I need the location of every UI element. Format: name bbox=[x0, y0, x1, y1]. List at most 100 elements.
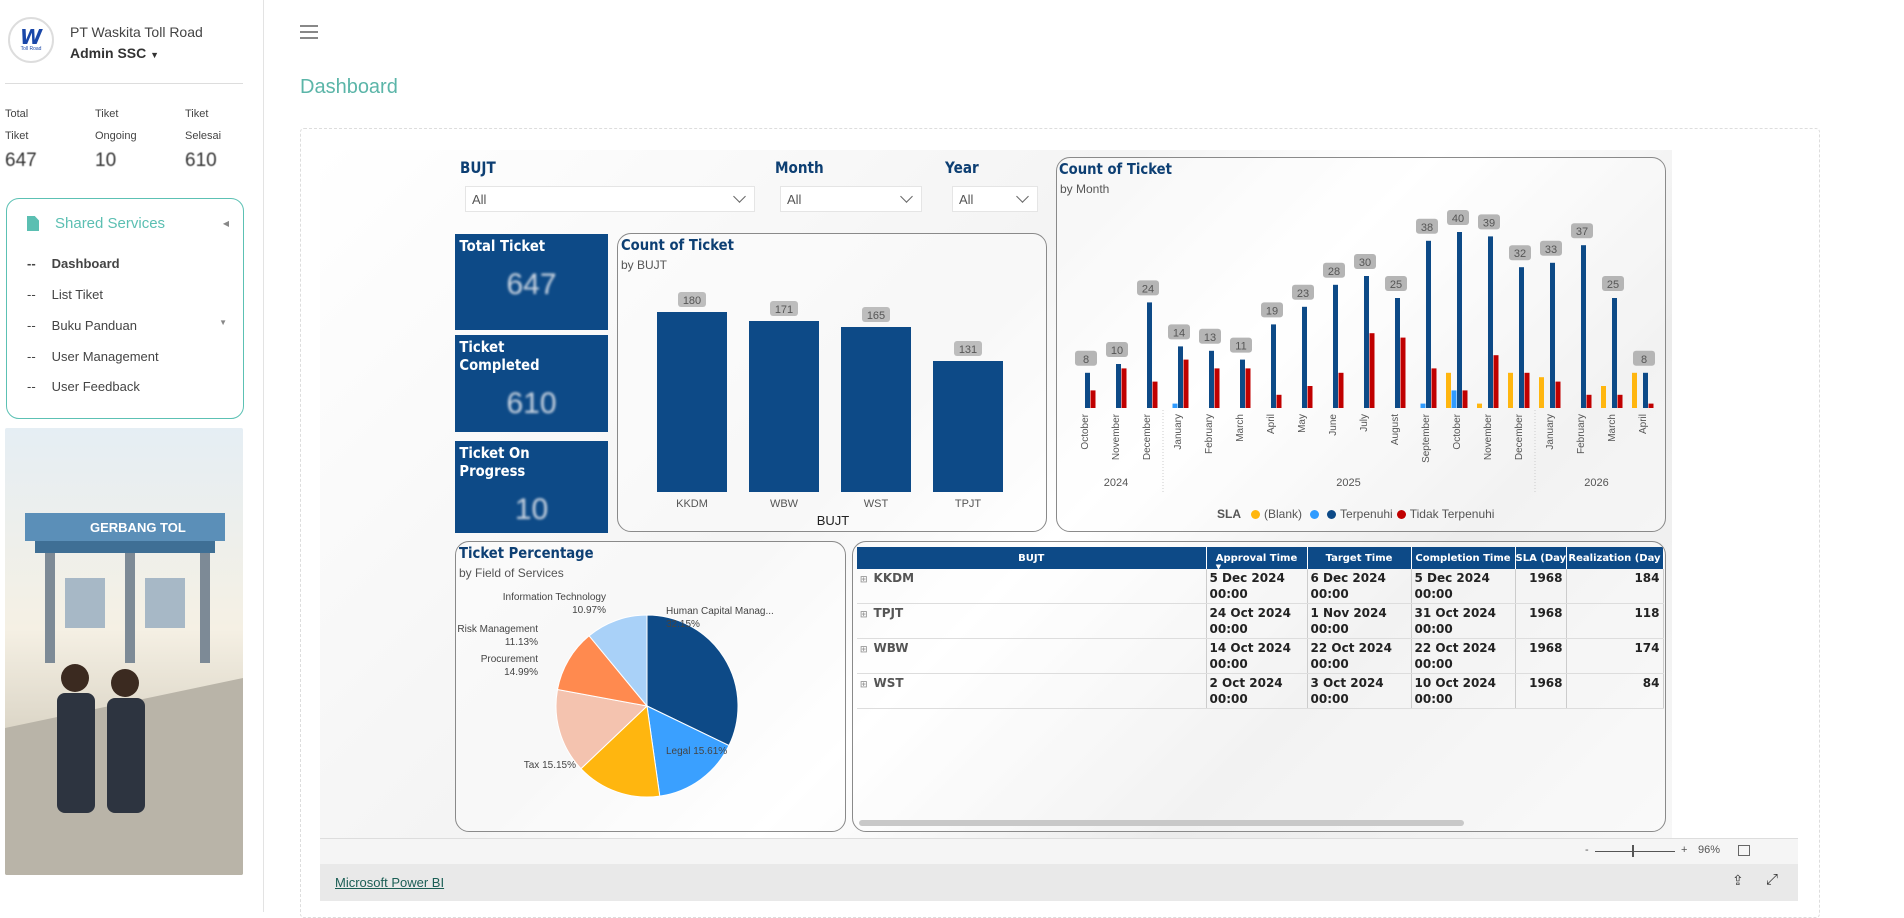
data-label-bg bbox=[678, 292, 706, 307]
data-label-bg bbox=[1199, 328, 1221, 344]
column-header[interactable]: Realization (Day bbox=[1566, 547, 1664, 569]
column-header[interactable]: ▼ Approval Time bbox=[1206, 547, 1308, 571]
chart-title: Ticket Percentage bbox=[459, 544, 594, 562]
table-row[interactable]: ⊞ KKDM 5 Dec 2024 00:00 6 Dec 2024 00:00 5 Dec… bbox=[857, 569, 1664, 604]
filter-year-dropdown[interactable]: All bbox=[952, 186, 1038, 212]
sort-desc-icon: ▼ bbox=[1215, 562, 1222, 571]
bar bbox=[1147, 302, 1152, 408]
data-label-bg bbox=[1230, 337, 1252, 353]
year-label: 2025 bbox=[1336, 477, 1360, 489]
bar bbox=[1152, 381, 1158, 408]
bar bbox=[1550, 262, 1555, 408]
x-tick-label: January bbox=[1545, 414, 1556, 450]
data-label-bg bbox=[1509, 245, 1531, 261]
x-tick-label: March bbox=[1607, 414, 1618, 442]
bar bbox=[1648, 403, 1654, 408]
legend-label: Terpenuhi bbox=[1340, 507, 1393, 521]
filter-month-dropdown[interactable]: All bbox=[780, 186, 922, 212]
expand-icon[interactable]: ⊞ bbox=[860, 610, 868, 620]
horizontal-scrollbar[interactable] bbox=[859, 820, 1464, 826]
sidebar-item-buku-panduan[interactable]: -- Buku Panduan ▼ bbox=[27, 318, 227, 333]
expand-icon[interactable]: ⊞ bbox=[860, 645, 868, 655]
filter-bujt-dropdown[interactable]: All bbox=[465, 186, 755, 212]
bar bbox=[1214, 368, 1220, 408]
data-label: 28 bbox=[1328, 266, 1340, 278]
chart-subtitle: by BUJT bbox=[621, 258, 668, 272]
sidebar-item-user-feedback[interactable]: -- User Feedback bbox=[27, 379, 140, 394]
bar bbox=[1601, 386, 1606, 408]
table-cell: 84 bbox=[1566, 673, 1664, 709]
table-cell: 1968 bbox=[1515, 603, 1567, 639]
data-label: 40 bbox=[1452, 213, 1464, 225]
data-label-bg bbox=[1323, 262, 1345, 278]
sidebar-item-dashboard[interactable]: -- Dashboard bbox=[27, 256, 120, 271]
legend-label: (Blank) bbox=[1264, 507, 1303, 521]
data-label: 30 bbox=[1359, 257, 1371, 269]
x-tick-label: April bbox=[1638, 414, 1649, 434]
bar bbox=[1426, 240, 1431, 408]
zoom-slider[interactable] bbox=[1595, 851, 1675, 852]
fit-to-page-icon[interactable] bbox=[1738, 845, 1750, 856]
column-header[interactable]: BUJT bbox=[857, 547, 1207, 569]
table-cell: 3 Oct 2024 00:00 bbox=[1307, 673, 1412, 709]
bar bbox=[1555, 381, 1561, 408]
x-tick-label: November bbox=[1483, 413, 1494, 460]
zoom-in-button[interactable]: + bbox=[1681, 844, 1688, 856]
table-row[interactable]: ⊞ TPJT 24 Oct 2024 00:00 1 Nov 2024 00:00 31 O… bbox=[857, 603, 1664, 639]
x-tick-label: May bbox=[1297, 414, 1308, 433]
sidebar-item-user-management[interactable]: -- User Management bbox=[27, 349, 159, 364]
zoom-slider-handle[interactable] bbox=[1632, 845, 1634, 857]
column-header[interactable]: Completion Time bbox=[1411, 547, 1516, 569]
column-header[interactable]: Target Time bbox=[1307, 547, 1412, 569]
fullscreen-icon[interactable]: ⤢ bbox=[1766, 871, 1779, 888]
x-tick-label: March bbox=[1235, 414, 1246, 442]
shared-services-menu: Shared Services ◀ -- Dashboard -- List Tik… bbox=[6, 198, 244, 419]
x-tick-label: April bbox=[1266, 414, 1277, 434]
x-tick-label: WST bbox=[864, 498, 889, 510]
chevron-down-icon bbox=[900, 190, 913, 203]
bar bbox=[1209, 350, 1214, 408]
table-cell: ⊞ KKDM bbox=[857, 569, 1207, 604]
pie-slice bbox=[646, 614, 739, 747]
pie-slice bbox=[556, 635, 649, 707]
bar bbox=[1451, 390, 1457, 408]
share-icon[interactable]: ⇪ bbox=[1732, 872, 1744, 888]
powerbi-link[interactable]: Microsoft Power BI bbox=[335, 875, 445, 890]
bar bbox=[1085, 372, 1090, 408]
expand-icon[interactable]: ⊞ bbox=[860, 680, 868, 690]
data-label: 38 bbox=[1421, 222, 1433, 234]
bar bbox=[933, 361, 1003, 492]
pie-plot: Human Capital Manag... 32.15% Legal 15.61%… bbox=[457, 592, 774, 798]
data-label: 33 bbox=[1545, 244, 1557, 256]
data-label: 8 bbox=[1641, 354, 1647, 366]
bar bbox=[1395, 298, 1400, 408]
filter-label-month: Month bbox=[775, 158, 824, 177]
table-row[interactable]: ⊞ WBW 14 Oct 2024 00:00 22 Oct 2024 00:00 22 O… bbox=[857, 638, 1664, 674]
column-header[interactable]: SLA (Day) bbox=[1515, 547, 1567, 569]
table-cell: 2 Oct 2024 00:00 bbox=[1206, 673, 1308, 709]
chart-ticket-percentage: Ticket Percentage by Field of Services H… bbox=[455, 541, 846, 832]
toll-gate-illustration: GERBANG TOL bbox=[5, 428, 243, 875]
company-name: PT Waskita Toll Road bbox=[70, 24, 203, 40]
table-cell: 6 Dec 2024 00:00 bbox=[1307, 569, 1412, 604]
collapse-arrow-icon[interactable]: ◀ bbox=[222, 219, 229, 228]
data-label-bg bbox=[1385, 276, 1407, 291]
chart-title: Count of Ticket bbox=[621, 236, 734, 254]
chevron-down-icon bbox=[733, 190, 746, 203]
expand-icon[interactable]: ⊞ bbox=[860, 575, 868, 585]
user-menu[interactable]: Admin SSC ▼ bbox=[70, 45, 160, 61]
table-row[interactable]: ⊞ WST 2 Oct 2024 00:00 3 Oct 2024 00:00 10 Oct… bbox=[857, 673, 1664, 709]
bujt-table: BUJT ▼ Approval Time Target Time Completion … bbox=[857, 547, 1664, 709]
zoom-out-button[interactable]: - bbox=[1585, 844, 1589, 856]
table-cell: 1968 bbox=[1515, 569, 1567, 604]
card-ticket-completed: Ticket Completed 610 bbox=[455, 335, 608, 432]
data-label-bg bbox=[1354, 254, 1376, 269]
menu-header-shared-services[interactable]: Shared Services bbox=[27, 215, 165, 232]
table-cell: 1968 bbox=[1515, 673, 1567, 709]
data-label-bg bbox=[770, 301, 798, 316]
page-title: Dashboard bbox=[300, 76, 398, 98]
sidebar-item-list-tiket[interactable]: -- List Tiket bbox=[27, 287, 103, 302]
slice-label: Procurement bbox=[481, 654, 538, 665]
data-label: 19 bbox=[1266, 305, 1278, 317]
hamburger-menu-icon[interactable] bbox=[300, 25, 318, 39]
